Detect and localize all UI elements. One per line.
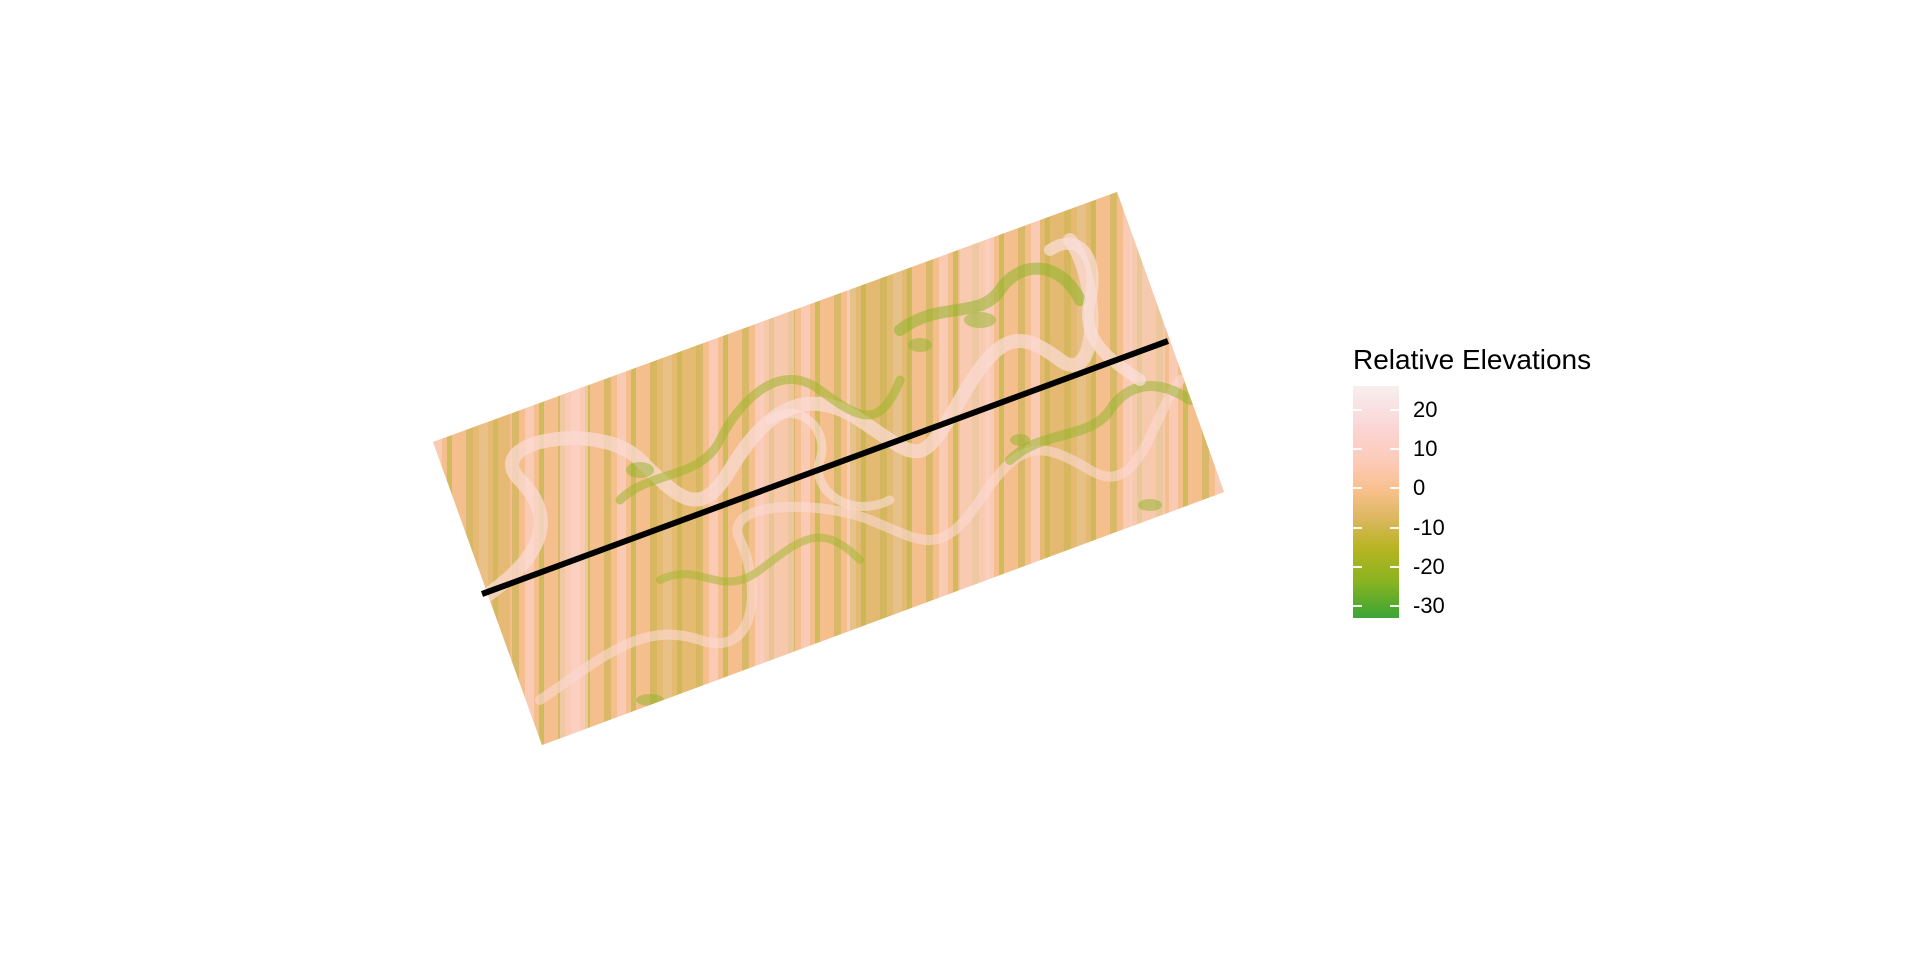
legend-tick-label: 10 [1413,435,1438,461]
legend-tick-label: -10 [1413,514,1445,540]
legend-tick-label: -30 [1413,593,1445,619]
elevation-raster [433,192,1224,745]
legend-tick-label: 0 [1413,475,1426,501]
legend: Relative Elevations 20 10 0 -10 -20 -30 [1353,344,1653,618]
transect-line [480,338,1170,597]
legend-colorbar [1353,386,1399,618]
legend-tick-label: 20 [1413,396,1438,422]
legend-title: Relative Elevations [1353,344,1592,375]
legend-tick-label: -20 [1413,553,1445,579]
